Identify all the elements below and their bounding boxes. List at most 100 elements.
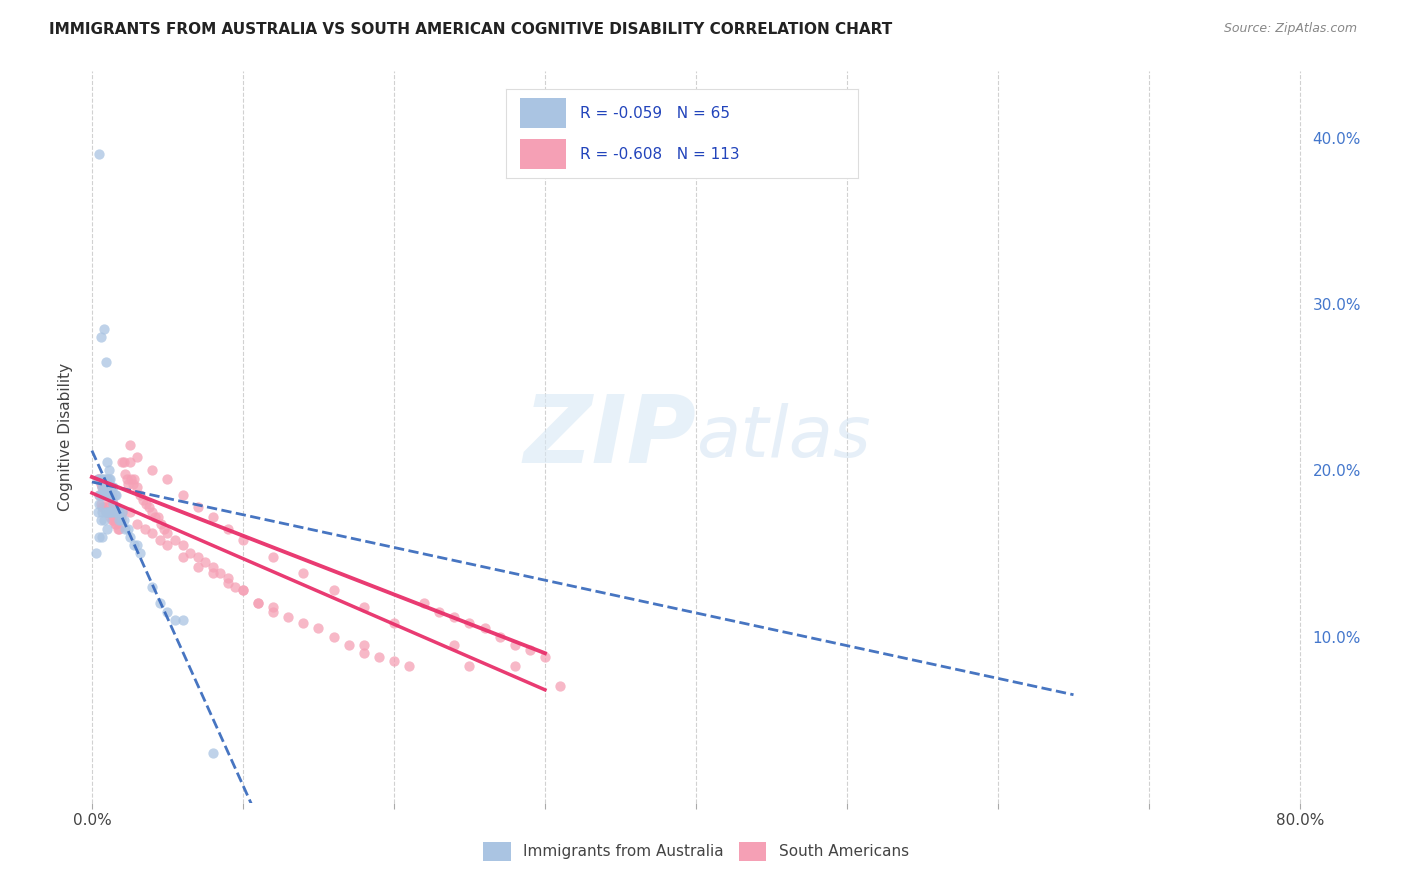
Point [117,521,139,535]
Point [503,638,526,652]
Point [100,493,122,508]
Point [127,516,149,531]
Point [97,472,120,486]
Point [96,472,118,486]
Point [534,649,557,664]
Point [93,480,115,494]
Point [187,559,209,574]
Point [353,599,375,614]
Point [103,516,125,531]
Point [108,513,131,527]
Point [108,521,131,535]
Point [105,488,128,502]
Point [201,566,224,581]
Point [110,513,132,527]
Point [172,488,194,502]
Point [108,505,131,519]
Point [138,500,160,514]
Point [187,549,209,564]
Point [111,455,134,469]
Point [90,488,112,502]
Point [101,497,124,511]
Point [247,596,270,610]
Point [118,530,141,544]
Point [134,521,156,535]
Point [90,330,112,344]
Point [114,521,136,535]
Point [89,530,111,544]
Point [156,538,179,552]
Point [201,509,224,524]
Point [91,480,114,494]
Point [91,530,114,544]
Point [163,533,186,548]
Point [89,497,111,511]
Point [89,147,111,161]
Point [179,546,201,560]
Point [322,582,344,597]
Point [91,472,114,486]
Point [488,630,510,644]
Point [262,605,284,619]
Point [141,580,163,594]
Point [120,472,142,486]
Point [117,476,139,491]
Point [187,500,209,514]
Point [156,472,179,486]
Point [111,505,134,519]
Point [217,576,239,591]
Point [110,509,132,524]
Point [93,483,115,498]
Point [149,596,172,610]
Point [97,488,120,502]
Point [93,322,115,336]
Point [107,521,129,535]
Point [398,659,420,673]
Y-axis label: Cognitive Disability: Cognitive Disability [58,363,73,511]
Point [100,505,122,519]
Point [111,505,134,519]
Point [101,480,124,494]
Point [141,526,163,541]
Point [209,566,232,581]
Point [98,488,121,502]
Point [91,480,114,494]
Point [458,616,481,631]
Point [135,497,157,511]
Point [86,546,108,560]
Point [97,463,120,477]
Point [458,659,481,673]
Point [98,493,121,508]
Point [93,472,115,486]
Point [129,546,152,560]
Point [107,505,129,519]
Point [112,455,135,469]
Point [122,538,145,552]
Point [217,521,239,535]
Text: ZIP: ZIP [523,391,696,483]
Point [91,505,114,519]
Point [122,472,145,486]
Point [96,480,118,494]
Point [353,646,375,660]
Point [96,488,118,502]
Point [118,455,141,469]
Point [367,649,389,664]
Text: Source: ZipAtlas.com: Source: ZipAtlas.com [1223,22,1357,36]
Point [103,505,125,519]
Point [93,488,115,502]
Point [115,472,138,486]
Point [201,559,224,574]
Point [194,555,217,569]
Point [413,596,436,610]
Point [94,505,117,519]
Point [103,500,125,514]
Point [90,476,112,491]
Point [307,621,329,635]
Point [101,513,124,527]
Point [97,505,120,519]
Point [353,638,375,652]
Point [148,509,170,524]
Point [90,472,112,486]
Point [105,516,128,531]
